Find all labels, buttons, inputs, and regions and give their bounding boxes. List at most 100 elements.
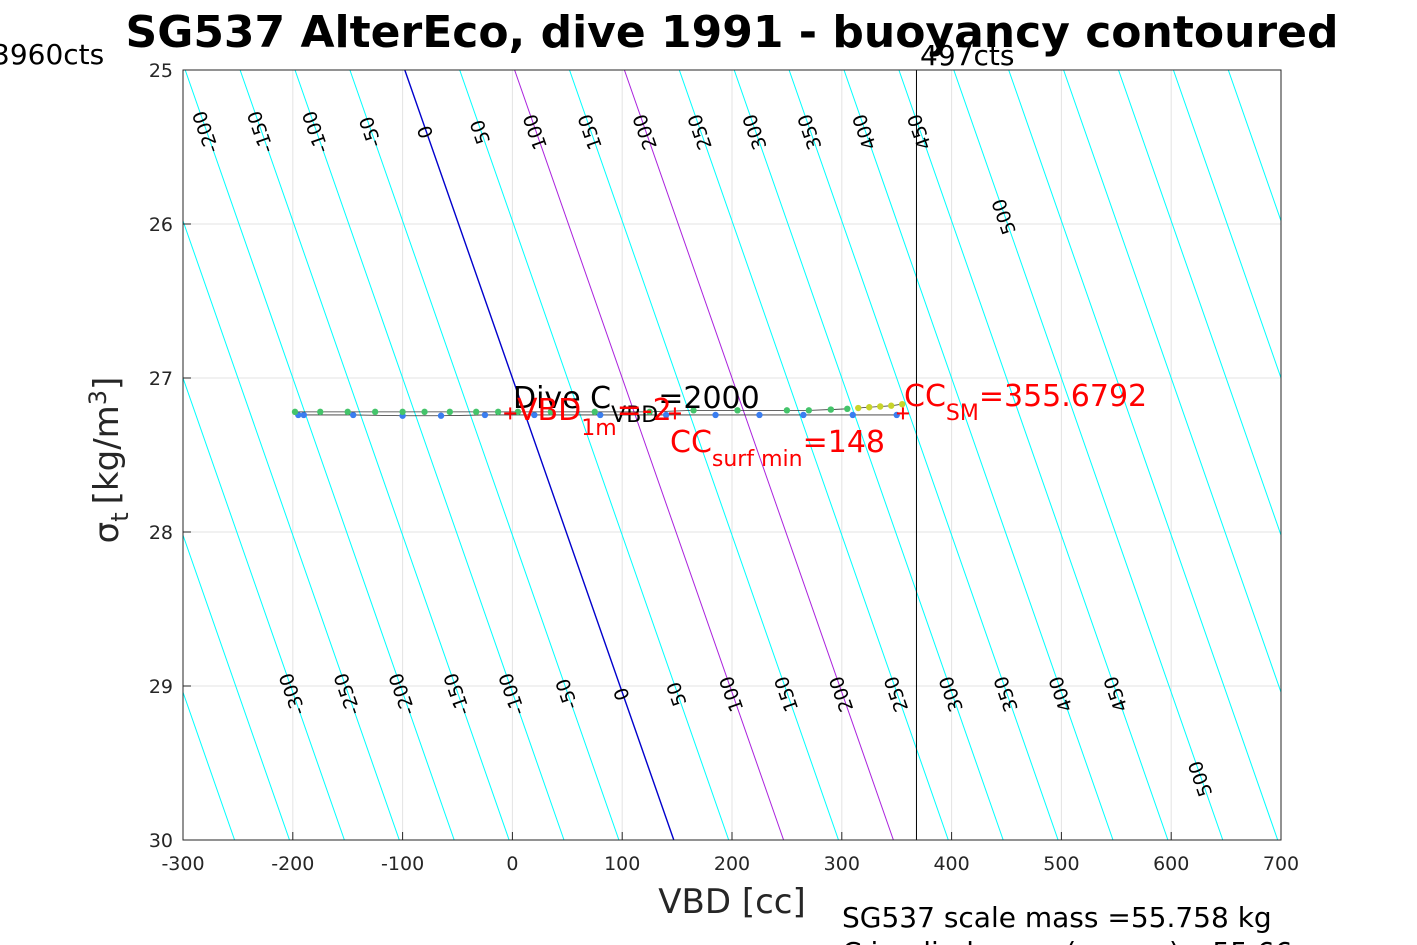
- contour-line: [0, 70, 15, 840]
- contour-line: [1393, 70, 1417, 840]
- data-point: [591, 408, 598, 416]
- contour-line: [1008, 70, 1279, 840]
- cc-sm-annotation: CCSM=355.6792: [904, 379, 1147, 426]
- data-point: [877, 403, 884, 410]
- x-tick-label: 500: [1043, 853, 1079, 875]
- x-tick-label: -100: [381, 853, 424, 875]
- left-corner-label: 3960cts: [0, 38, 104, 71]
- annotations: [504, 407, 909, 420]
- data-point: [805, 407, 813, 414]
- data-point: [494, 408, 502, 416]
- scale-mass-note: SG537 scale mass =55.758 kg: [842, 901, 1272, 934]
- dive-c-annotation: Dive CVBD=2000: [513, 381, 760, 428]
- data-point: [855, 404, 862, 412]
- data-point: [898, 400, 906, 408]
- axis-ticks: -300 -200 -100 0 100 200 300 400 500 600 700 25 26 27…: [149, 60, 1299, 875]
- data-point: [547, 408, 555, 416]
- x-tick-label: 200: [714, 853, 750, 875]
- x-axis-label: VBD [cc]: [658, 882, 806, 922]
- contour-line: [1338, 70, 1417, 840]
- contour-line: [623, 70, 894, 840]
- x-tick-label: 0: [506, 853, 518, 875]
- data-point: [514, 408, 522, 416]
- data-point: [662, 411, 670, 419]
- cc-sm-sub: SM: [946, 401, 979, 426]
- x-tick-label: 700: [1263, 853, 1299, 875]
- data-point: [783, 407, 791, 414]
- y-label-sub: t: [106, 512, 134, 521]
- cc-sm-text: CC: [904, 379, 946, 414]
- data-point: [300, 411, 307, 419]
- data-point: [399, 408, 406, 416]
- data-point: [734, 407, 741, 414]
- x-tick-label: 100: [604, 853, 640, 875]
- implied-mass-note: C implied mass (sensor) =55.66: [842, 936, 1292, 945]
- contour-line: [1283, 70, 1417, 840]
- data-point: [481, 411, 489, 419]
- contour-line: [404, 70, 675, 840]
- data-point: [317, 408, 324, 416]
- contour-line: [183, 219, 400, 840]
- dive-c-text: Dive C: [513, 381, 611, 416]
- contour-line: [898, 70, 1169, 840]
- cc-surf-sub: surf min: [712, 447, 803, 472]
- x-tick-label: 300: [824, 853, 860, 875]
- y-tick-label: 26: [149, 214, 173, 236]
- x-tick-label: -300: [161, 853, 204, 875]
- vbd-1m-annotation: VBD1m=-2: [517, 393, 672, 441]
- x-tick-label: -200: [271, 853, 314, 875]
- data-point: [437, 412, 445, 419]
- x-tick-label: 600: [1153, 853, 1189, 875]
- contour-line: [1063, 70, 1281, 694]
- data-point: [756, 411, 763, 419]
- data-point: [446, 408, 454, 416]
- contour-line: [1118, 70, 1281, 537]
- contour-line: [843, 70, 1114, 840]
- y-tick-label: 25: [149, 60, 173, 82]
- y-label-sup: 3: [84, 390, 112, 405]
- contour-line: [1227, 70, 1281, 223]
- data-point: [827, 406, 835, 413]
- contour-line: [183, 533, 290, 840]
- contour-line: [349, 70, 620, 840]
- data-point: [800, 411, 807, 419]
- contour-line: [569, 70, 839, 840]
- cc-surf-text: CC: [670, 425, 712, 460]
- data-point: [371, 408, 379, 416]
- data-point: [349, 411, 357, 419]
- cc-surf-value: =148: [803, 425, 885, 460]
- data-point: [344, 408, 351, 416]
- contour-line: [1172, 70, 1281, 380]
- contour-line: [953, 70, 1224, 840]
- vbd-1m-value: =-2: [617, 393, 672, 428]
- contour-line: [294, 70, 565, 840]
- cc-surf-annotation: CCsurf min=148: [670, 425, 885, 472]
- data-point: [844, 405, 851, 412]
- x-tick-label: 400: [933, 853, 969, 875]
- contour-line: [733, 70, 1004, 840]
- data-point: [849, 411, 856, 419]
- contour-line: [459, 70, 730, 840]
- dive-c-value: =2000: [658, 381, 759, 416]
- series-line: [298, 414, 897, 417]
- data-point: [888, 402, 895, 409]
- data-point: [531, 411, 538, 419]
- data-point: [690, 407, 697, 414]
- cc-sm-value: =355.6792: [979, 379, 1147, 414]
- contour-line: [184, 70, 455, 840]
- chart-title: SG537 AlterEco, dive 1991 - buoyancy con…: [126, 7, 1339, 58]
- dive-data-series: [291, 400, 906, 419]
- dive-c-sub: VBD: [611, 403, 658, 428]
- y-label-symbol: σ: [87, 522, 127, 544]
- data-point: [866, 404, 873, 411]
- data-point: [712, 411, 719, 419]
- contour-line: [183, 690, 236, 840]
- right-corner-label: 497cts: [920, 39, 1014, 72]
- contour-line: [239, 70, 510, 840]
- data-point: [291, 408, 299, 416]
- data-point: [421, 408, 428, 416]
- vbd-1m-text: VBD: [517, 393, 581, 428]
- y-label-units: [kg/m: [87, 405, 127, 504]
- y-axis-label: σt [kg/m3]: [84, 377, 134, 544]
